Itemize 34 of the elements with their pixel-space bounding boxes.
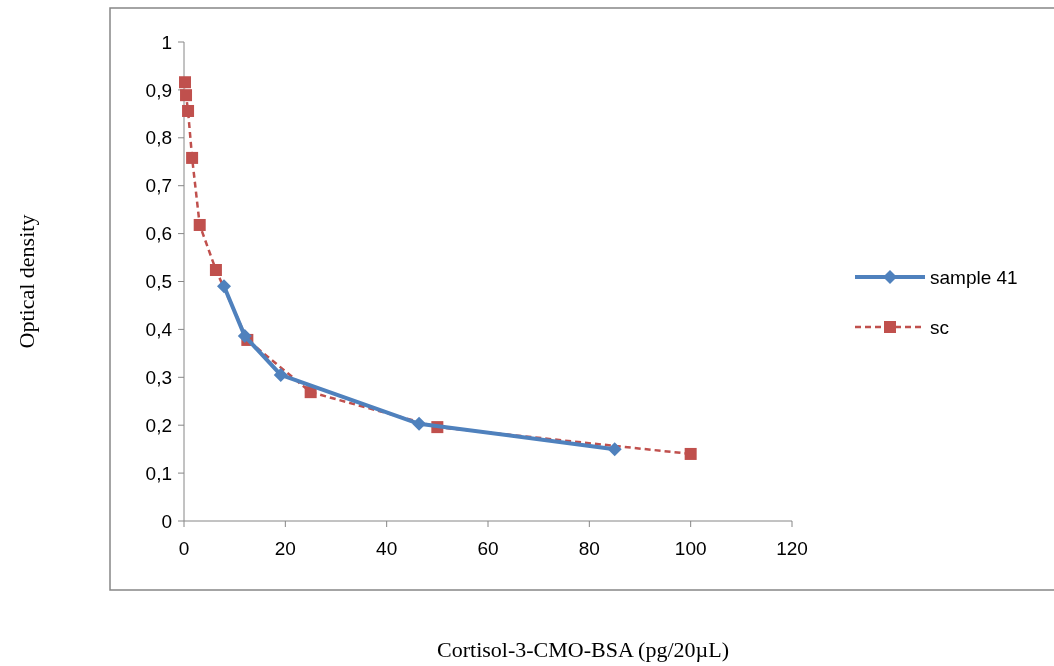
point bbox=[684, 447, 697, 460]
point bbox=[179, 76, 192, 89]
y-tick-label: 0,5 bbox=[145, 271, 172, 293]
x-tick-label: 100 bbox=[674, 538, 707, 559]
point bbox=[273, 367, 288, 382]
x-tick-label: 0 bbox=[178, 538, 190, 559]
point bbox=[186, 151, 199, 164]
y-tick-label: 0,7 bbox=[145, 175, 172, 197]
legend-label: sc bbox=[930, 316, 949, 338]
y-tick-label: 1 bbox=[161, 31, 172, 53]
y-tick-label: 0,6 bbox=[145, 223, 172, 245]
legend-label: sample 41 bbox=[930, 266, 1018, 288]
point bbox=[182, 104, 195, 117]
point bbox=[237, 329, 252, 344]
x-tick-label: 60 bbox=[477, 538, 499, 559]
point bbox=[180, 89, 193, 102]
x-tick-label: 40 bbox=[376, 538, 398, 559]
y-tick-label: 0,2 bbox=[145, 414, 172, 436]
y-tick-label: 0,3 bbox=[145, 366, 172, 388]
point bbox=[607, 442, 622, 457]
x-tick-label: 80 bbox=[578, 538, 600, 559]
point bbox=[412, 416, 427, 431]
y-axis-title: Optical density bbox=[14, 214, 39, 349]
point bbox=[217, 279, 232, 294]
y-tick-label: 0,1 bbox=[145, 462, 172, 484]
point bbox=[209, 264, 222, 276]
y-tick-label: 0,8 bbox=[145, 127, 172, 149]
x-tick-label: 20 bbox=[274, 538, 296, 559]
y-tick-label: 0,9 bbox=[145, 79, 172, 101]
point bbox=[193, 218, 206, 231]
x-tick-label: 120 bbox=[776, 538, 808, 559]
x-axis-title: Cortisol-3-CMO-BSA (pg/20µL) bbox=[437, 637, 729, 662]
y-tick-label: 0 bbox=[161, 510, 172, 532]
y-tick-label: 0,4 bbox=[145, 319, 173, 341]
